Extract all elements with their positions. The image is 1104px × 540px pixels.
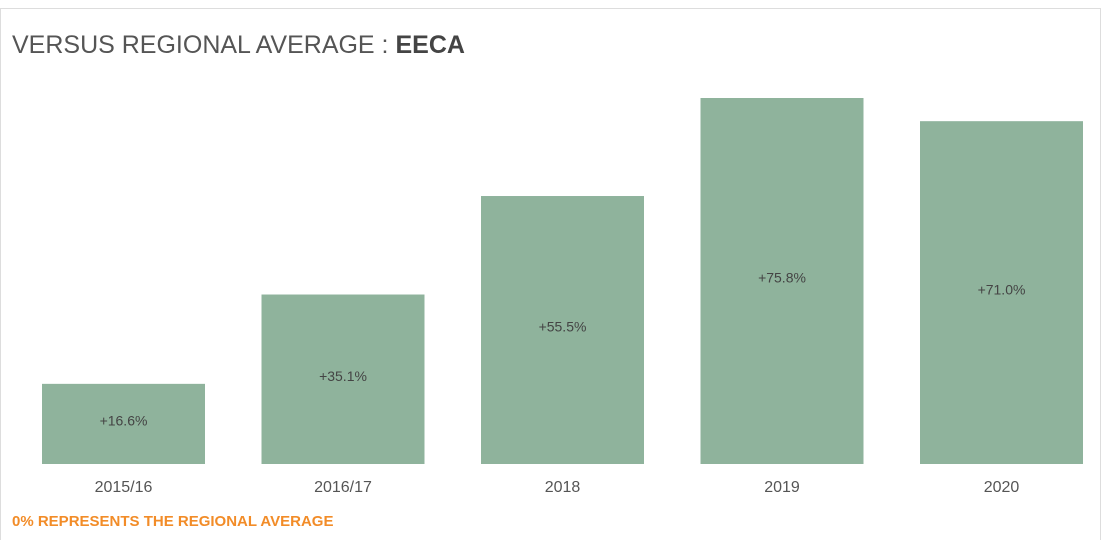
value-label: +71.0%: [978, 281, 1026, 297]
bar: [42, 383, 205, 464]
chart-title: VERSUS REGIONAL AVERAGE : EECA: [12, 31, 465, 59]
footnote: 0% REPRESENTS THE REGIONAL AVERAGE: [12, 513, 333, 530]
x-tick-label: 2020: [984, 479, 1020, 496]
bar: [261, 294, 425, 464]
x-tick-label: 2015/16: [95, 479, 153, 496]
title-text: VERSUS REGIONAL AVERAGE :: [12, 31, 389, 59]
x-tick-label: 2019: [764, 479, 800, 496]
bar: [920, 121, 1083, 464]
card-border: [0, 8, 1101, 540]
value-label: +16.6%: [100, 413, 148, 429]
value-label: +35.1%: [319, 368, 367, 384]
bar: [481, 196, 644, 464]
bar: [700, 98, 864, 464]
x-tick-label: 2018: [545, 479, 581, 496]
title-highlight: EECA: [395, 31, 464, 59]
value-label: +75.8%: [758, 270, 806, 286]
x-tick-label: 2016/17: [314, 479, 372, 496]
value-label: +55.5%: [539, 319, 587, 335]
